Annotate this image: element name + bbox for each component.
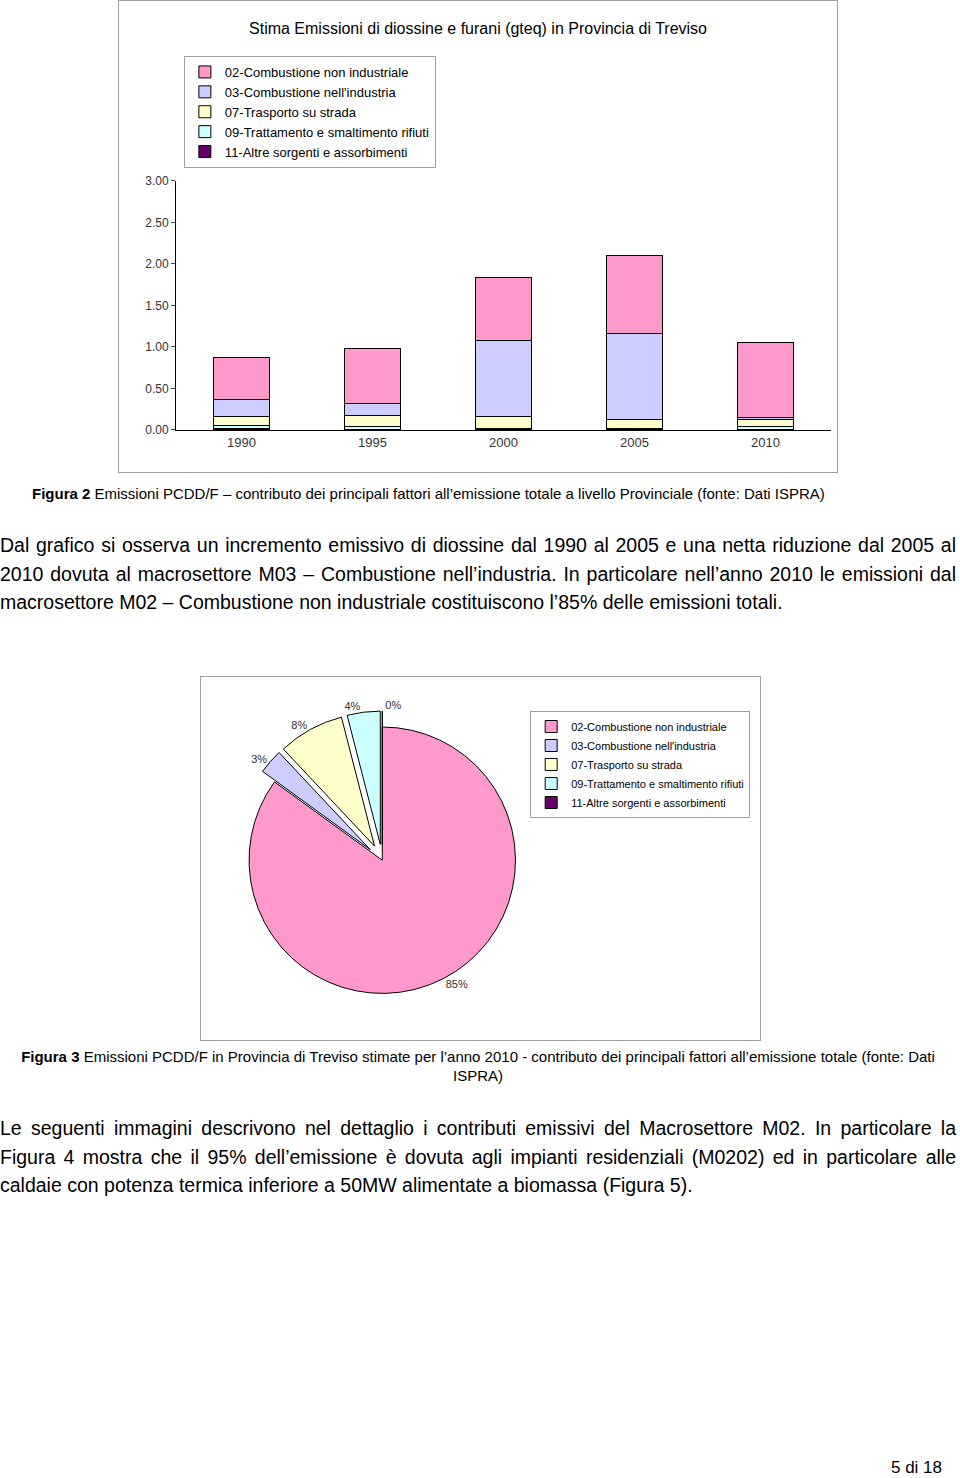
- svg-text:09-Trattamento e smaltimento r: 09-Trattamento e smaltimento rifiuti: [225, 125, 429, 140]
- svg-text:2005: 2005: [620, 435, 649, 450]
- html-text:5 di 18: 5 di 18: [891, 1458, 942, 1477]
- svg-text:2000: 2000: [489, 435, 518, 450]
- svg-text:2.00: 2.00: [145, 257, 169, 271]
- svg-text:02-Combustione non industriale: 02-Combustione non industriale: [571, 721, 726, 733]
- svg-text:4%: 4%: [344, 700, 360, 712]
- svg-text:1995: 1995: [358, 435, 387, 450]
- svg-text:2010: 2010: [751, 435, 780, 450]
- svg-text:11-Altre sorgenti e assorbimen: 11-Altre sorgenti e assorbimenti: [571, 797, 725, 809]
- svg-text:1.00: 1.00: [145, 340, 169, 354]
- svg-text:3%: 3%: [251, 753, 267, 765]
- svg-text:0%: 0%: [385, 699, 401, 711]
- html-text:Dal grafico si osserva un incr: Dal grafico si osserva un incremento emi…: [0, 534, 956, 613]
- svg-text:02-Combustione non industriale: 02-Combustione non industriale: [225, 65, 409, 80]
- svg-text:0.00: 0.00: [145, 423, 169, 437]
- svg-text:2.50: 2.50: [145, 216, 169, 230]
- svg-text:09-Trattamento e smaltimento r: 09-Trattamento e smaltimento rifiuti: [571, 778, 744, 790]
- svg-text:03-Combustione nell'industria: 03-Combustione nell'industria: [225, 85, 397, 100]
- svg-text:11-Altre sorgenti e assorbimen: 11-Altre sorgenti e assorbimenti: [225, 145, 408, 160]
- html-text:Le seguenti immagini descrivon: Le seguenti immagini descrivono nel dett…: [0, 1117, 956, 1196]
- svg-text:3.00: 3.00: [145, 174, 169, 188]
- svg-text:03-Combustione nell'industria: 03-Combustione nell'industria: [571, 740, 716, 752]
- svg-text:85%: 85%: [446, 978, 468, 990]
- html-text:Figura 2 Emissioni PCDD/F – co: Figura 2 Emissioni PCDD/F – contributo d…: [32, 485, 825, 502]
- svg-text:8%: 8%: [291, 719, 307, 731]
- svg-text:1.50: 1.50: [145, 299, 169, 313]
- svg-text:07-Trasporto su strada: 07-Trasporto su strada: [225, 105, 357, 120]
- html-text:Figura 3 Emissioni PCDD/F in P: Figura 3 Emissioni PCDD/F in Provincia d…: [21, 1048, 935, 1084]
- svg-text:07-Trasporto su strada: 07-Trasporto su strada: [571, 759, 683, 771]
- svg-text:0.50: 0.50: [145, 382, 169, 396]
- svg-text:1990: 1990: [227, 435, 256, 450]
- svg-text:Stima Emissioni di diossine e: Stima Emissioni di diossine e furani (gt…: [249, 20, 707, 37]
